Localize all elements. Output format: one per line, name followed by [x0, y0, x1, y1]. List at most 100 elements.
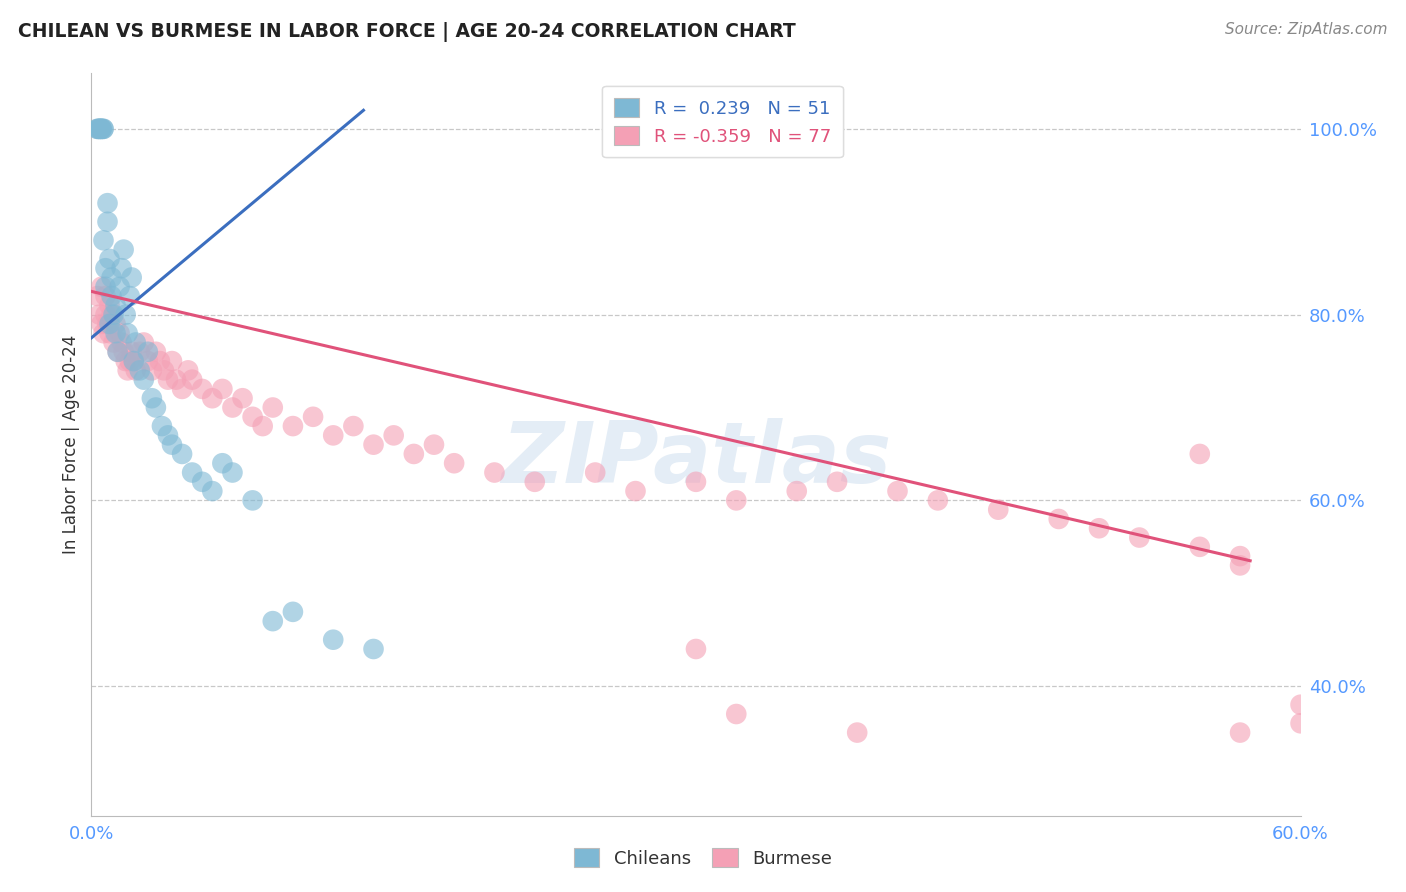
Point	[107, 344, 129, 359]
Point	[342, 419, 364, 434]
Legend: Chileans, Burmese: Chileans, Burmese	[564, 837, 842, 879]
Point	[96, 215, 118, 229]
Point	[160, 354, 183, 368]
Point	[118, 354, 141, 368]
Point	[191, 475, 214, 489]
Point	[98, 252, 121, 266]
Point	[100, 289, 122, 303]
Point	[1289, 716, 1312, 731]
Point	[211, 456, 233, 470]
Point	[98, 298, 121, 312]
Legend: R =  0.239   N = 51, R = -0.359   N = 77: R = 0.239 N = 51, R = -0.359 N = 77	[602, 86, 842, 157]
Text: CHILEAN VS BURMESE IN LABOR FORCE | AGE 20-24 CORRELATION CHART: CHILEAN VS BURMESE IN LABOR FORCE | AGE …	[18, 22, 796, 42]
Point	[725, 706, 748, 721]
Point	[104, 317, 127, 331]
Point	[1229, 725, 1251, 739]
Y-axis label: In Labor Force | Age 20-24: In Labor Force | Age 20-24	[62, 335, 80, 554]
Point	[104, 298, 127, 312]
Point	[136, 344, 159, 359]
Point	[443, 456, 465, 470]
Point	[252, 419, 274, 434]
Point	[132, 335, 155, 350]
Point	[89, 121, 111, 136]
Point	[93, 121, 115, 136]
Point	[93, 326, 115, 341]
Point	[846, 725, 869, 739]
Point	[136, 354, 159, 368]
Point	[786, 484, 808, 499]
Point	[125, 363, 148, 377]
Point	[1229, 549, 1251, 563]
Point	[107, 344, 129, 359]
Point	[108, 279, 131, 293]
Point	[221, 401, 243, 415]
Point	[191, 382, 214, 396]
Point	[583, 466, 606, 480]
Point	[117, 326, 139, 341]
Point	[103, 308, 125, 322]
Point	[111, 335, 132, 350]
Point	[156, 373, 179, 387]
Point	[86, 121, 108, 136]
Point	[177, 363, 200, 377]
Point	[98, 317, 121, 331]
Point	[302, 409, 325, 424]
Point	[1188, 447, 1211, 461]
Point	[93, 233, 115, 247]
Point	[231, 391, 253, 405]
Point	[86, 289, 108, 303]
Point	[89, 308, 111, 322]
Point	[987, 502, 1010, 516]
Point	[145, 401, 167, 415]
Point	[624, 484, 647, 499]
Point	[141, 391, 163, 405]
Point	[94, 308, 117, 322]
Point	[90, 121, 112, 136]
Point	[165, 373, 187, 387]
Point	[117, 363, 139, 377]
Point	[1088, 521, 1111, 535]
Point	[402, 447, 425, 461]
Point	[242, 493, 264, 508]
Point	[90, 317, 112, 331]
Point	[363, 437, 385, 451]
Point	[90, 279, 112, 293]
Point	[382, 428, 405, 442]
Point	[886, 484, 908, 499]
Point	[103, 335, 125, 350]
Point	[281, 419, 304, 434]
Point	[423, 437, 446, 451]
Point	[1229, 558, 1251, 573]
Point	[1047, 512, 1070, 526]
Point	[262, 614, 284, 628]
Point	[221, 466, 243, 480]
Point	[322, 428, 344, 442]
Point	[685, 642, 707, 657]
Point	[149, 354, 172, 368]
Point	[96, 196, 118, 211]
Point	[201, 391, 224, 405]
Point	[927, 493, 949, 508]
Point	[132, 373, 155, 387]
Point	[121, 344, 143, 359]
Point	[363, 642, 385, 657]
Point	[98, 326, 121, 341]
Point	[262, 401, 284, 415]
Point	[150, 419, 173, 434]
Point	[111, 261, 132, 276]
Point	[114, 308, 136, 322]
Point	[118, 289, 141, 303]
Point	[100, 270, 122, 285]
Point	[96, 317, 118, 331]
Point	[122, 354, 145, 368]
Point	[141, 363, 163, 377]
Point	[89, 121, 111, 136]
Point	[94, 289, 117, 303]
Point	[160, 437, 183, 451]
Point	[128, 344, 150, 359]
Point	[685, 475, 707, 489]
Point	[242, 409, 264, 424]
Point	[108, 326, 131, 341]
Point	[156, 428, 179, 442]
Text: ZIPatlas: ZIPatlas	[501, 418, 891, 501]
